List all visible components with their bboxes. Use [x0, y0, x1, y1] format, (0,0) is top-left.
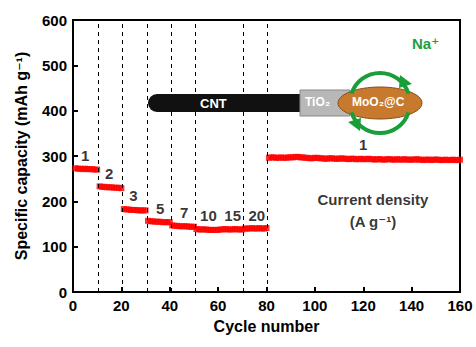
svg-text:5: 5 [156, 200, 164, 217]
svg-text:0: 0 [69, 297, 77, 314]
svg-text:1: 1 [81, 147, 89, 164]
svg-text:600: 600 [42, 12, 67, 29]
svg-text:TiO₂: TiO₂ [305, 95, 330, 109]
svg-text:120: 120 [351, 297, 376, 314]
svg-text:160: 160 [447, 297, 472, 314]
svg-text:MoO₂@C: MoO₂@C [352, 95, 405, 109]
svg-text:400: 400 [42, 102, 67, 119]
svg-text:CNT: CNT [200, 96, 227, 111]
svg-text:3: 3 [129, 187, 137, 204]
svg-text:7: 7 [180, 204, 188, 221]
svg-text:500: 500 [42, 57, 67, 74]
svg-text:60: 60 [210, 297, 227, 314]
svg-text:15: 15 [224, 207, 241, 224]
svg-text:2: 2 [105, 165, 113, 182]
svg-text:1: 1 [359, 136, 367, 153]
svg-text:140: 140 [399, 297, 424, 314]
svg-text:300: 300 [42, 148, 67, 165]
svg-text:Cycle number: Cycle number [214, 318, 320, 335]
svg-text:100: 100 [42, 238, 67, 255]
svg-text:20: 20 [248, 207, 265, 224]
svg-text:100: 100 [302, 297, 327, 314]
svg-text:80: 80 [258, 297, 275, 314]
svg-text:Na⁺: Na⁺ [412, 35, 439, 52]
svg-text:20: 20 [113, 297, 130, 314]
svg-text:200: 200 [42, 193, 67, 210]
svg-text:0: 0 [59, 284, 67, 301]
svg-text:Current density: Current density [317, 191, 429, 208]
svg-text:40: 40 [161, 297, 178, 314]
svg-text:Specific capacity (mAh g⁻¹): Specific capacity (mAh g⁻¹) [13, 52, 30, 261]
svg-text:(A g⁻¹): (A g⁻¹) [350, 213, 397, 230]
svg-text:10: 10 [200, 207, 217, 224]
